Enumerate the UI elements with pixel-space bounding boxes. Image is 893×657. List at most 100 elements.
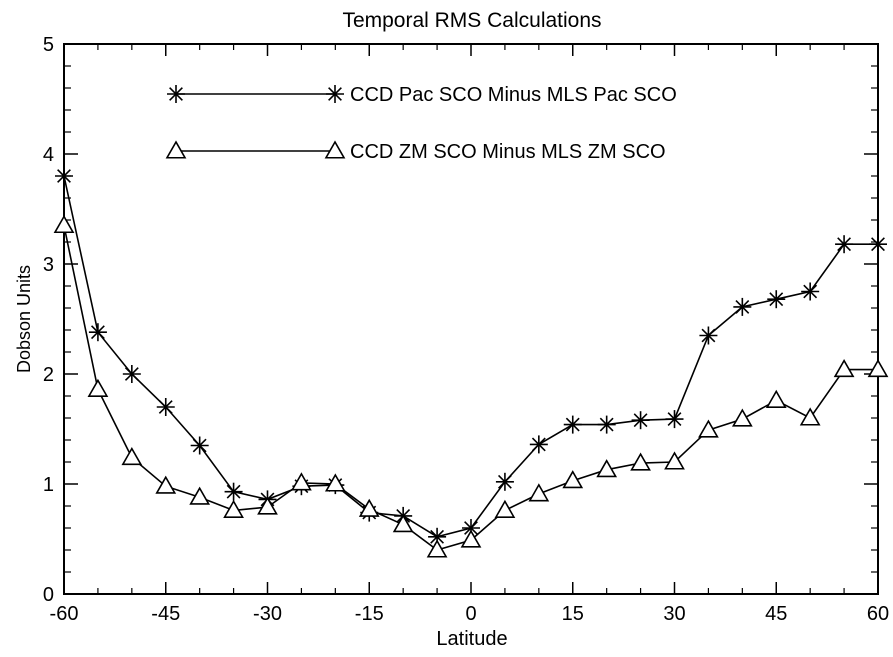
asterisk-marker [167, 85, 185, 103]
triangle-marker [87, 378, 109, 397]
asterisk-stroke [430, 529, 445, 544]
y-axis-label: Dobson Units [14, 265, 34, 373]
legend: CCD Pac SCO Minus MLS Pac SCO CCD ZM SCO … [165, 84, 677, 163]
legend-item: CCD Pac SCO Minus MLS Pac SCO [167, 84, 677, 106]
triangle-marker [121, 446, 143, 466]
triangle-marker [460, 529, 482, 548]
triangle-marker [189, 486, 211, 505]
x-tick-label: 45 [765, 603, 787, 625]
asterisk-marker [801, 282, 820, 301]
asterisk-stroke [464, 521, 478, 535]
triangle-marker [155, 475, 177, 494]
asterisk-marker [563, 415, 582, 434]
asterisk-marker [767, 290, 786, 309]
triangle-marker [731, 408, 753, 427]
triangle-marker [528, 483, 550, 502]
triangle-marker [324, 140, 346, 159]
asterisk-marker [122, 365, 141, 383]
asterisk-marker [224, 482, 243, 501]
asterisk-stroke [633, 413, 648, 428]
asterisk-stroke [328, 87, 342, 101]
asterisk-stroke [667, 412, 682, 427]
triangle-marker [494, 499, 516, 518]
asterisk-marker [326, 85, 344, 103]
asterisk-marker [190, 436, 209, 455]
asterisk-stroke [565, 417, 580, 432]
x-tick-label: 60 [867, 603, 889, 625]
triangle-marker [833, 358, 855, 378]
triangle-marker [799, 407, 821, 426]
asterisk-stroke [90, 325, 105, 340]
asterisk-marker [55, 167, 73, 185]
asterisk-stroke [599, 417, 614, 432]
y-tick-label: 3 [43, 254, 54, 276]
x-axis-label: Latitude [436, 628, 507, 650]
asterisk-stroke [769, 292, 784, 307]
triangle-marker [698, 419, 719, 438]
series-line [63, 225, 878, 551]
asterisk-marker [88, 323, 107, 342]
x-tick-label: 30 [663, 603, 685, 625]
legend-label: CCD Pac SCO Minus MLS Pac SCO [350, 84, 677, 106]
asterisk-marker [869, 235, 887, 254]
x-tick-label: -30 [253, 603, 282, 625]
asterisk-stroke [497, 474, 512, 489]
asterisk-stroke [701, 328, 716, 343]
triangle-marker [165, 140, 187, 159]
asterisk-marker [665, 410, 684, 429]
series-triangle [53, 214, 889, 558]
triangle-marker [664, 451, 685, 470]
x-tick-label: 0 [465, 603, 476, 625]
asterisk-stroke [531, 437, 546, 452]
y-tick-label: 2 [43, 364, 54, 386]
series-asterisk [55, 167, 887, 546]
y-axis: 0 1 2 3 4 5 [43, 34, 878, 606]
triangle-marker [358, 498, 380, 517]
asterisk-marker [835, 235, 854, 254]
chart-title: Temporal RMS Calculations [342, 9, 601, 32]
y-tick-label: 1 [43, 474, 54, 496]
asterisk-stroke [192, 438, 207, 453]
asterisk-marker [699, 326, 718, 345]
x-tick-label: -15 [355, 603, 384, 625]
triangle-marker [630, 452, 651, 471]
asterisk-stroke [803, 284, 818, 299]
asterisk-marker [597, 415, 616, 434]
asterisk-stroke [158, 400, 173, 414]
x-axis: -60 -45 -30 -15 0 15 30 45 60 [50, 44, 889, 625]
series-line [63, 175, 878, 538]
y-tick-label: 4 [43, 144, 54, 166]
triangle-marker [291, 472, 312, 491]
triangle-marker [392, 514, 414, 533]
asterisk-stroke [57, 169, 71, 183]
asterisk-stroke [837, 237, 852, 252]
x-tick-label: -60 [50, 603, 79, 625]
triangle-marker [765, 389, 787, 408]
legend-item: CCD ZM SCO Minus MLS ZM SCO [165, 140, 666, 163]
triangle-marker [426, 539, 448, 558]
y-tick-label: 5 [43, 34, 54, 56]
y-tick-label: 0 [43, 584, 54, 606]
triangle-marker [596, 459, 618, 478]
asterisk-marker [495, 472, 514, 491]
asterisk-marker [631, 411, 650, 430]
triangle-marker [324, 473, 346, 492]
triangle-marker [257, 496, 278, 515]
asterisk-stroke [124, 367, 139, 381]
triangle-marker [867, 358, 889, 378]
x-tick-label: 15 [562, 603, 584, 625]
series-layer [53, 167, 889, 558]
plot-frame [63, 43, 879, 595]
legend-label: CCD ZM SCO Minus MLS ZM SCO [350, 141, 666, 163]
triangle-marker [562, 470, 584, 489]
asterisk-stroke [871, 237, 885, 252]
triangle-marker [223, 499, 244, 518]
x-tick-label: -45 [151, 603, 180, 625]
triangle-marker [53, 214, 75, 234]
asterisk-stroke [169, 87, 183, 101]
asterisk-marker [733, 297, 752, 316]
asterisk-marker [156, 398, 175, 416]
asterisk-stroke [226, 484, 241, 499]
